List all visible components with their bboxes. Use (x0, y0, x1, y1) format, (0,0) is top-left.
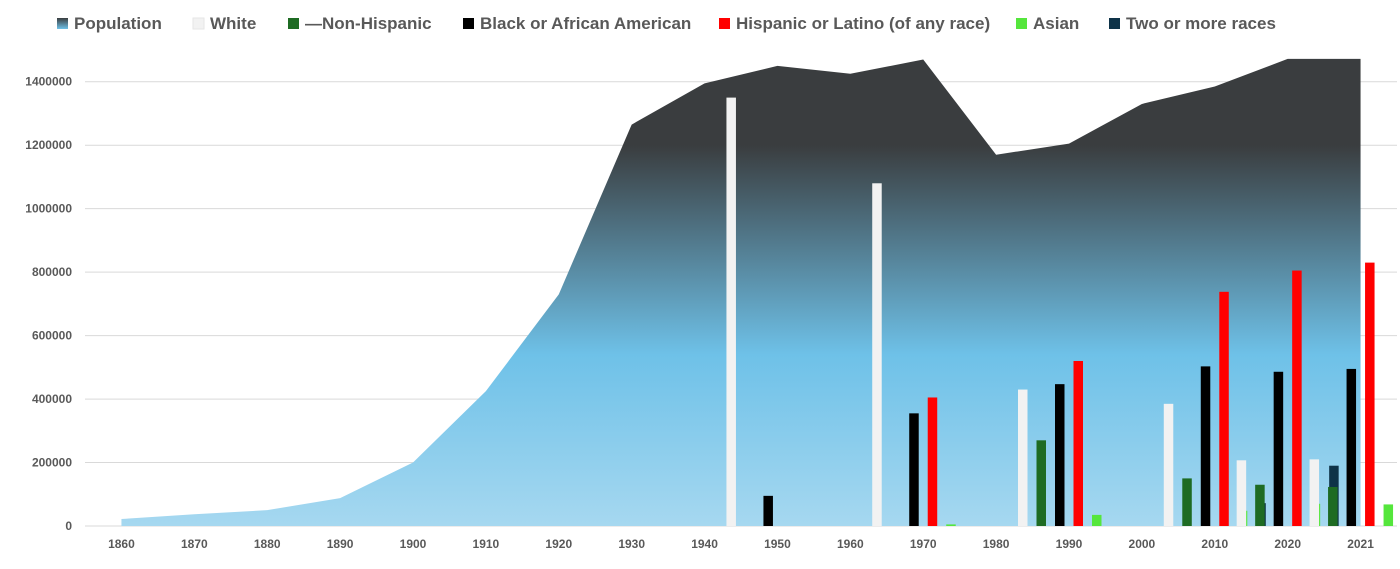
bar-black-or-african-american-1970 (909, 413, 919, 526)
legend-item: Black or African American (463, 14, 691, 33)
legend-item: White (192, 14, 256, 33)
x-tick-label: 1930 (618, 537, 645, 551)
bar-black-or-african-american-1950 (763, 495, 773, 526)
legend-item: Hispanic or Latino (of any race) (719, 14, 990, 33)
legend-swatch (1109, 18, 1120, 29)
y-tick-label: 1200000 (25, 138, 72, 152)
legend-swatch (1016, 18, 1027, 29)
legend-label: Asian (1033, 14, 1079, 33)
bar-white-2020 (1236, 460, 1247, 526)
bar-non-hispanic-2010 (1182, 478, 1192, 526)
population-area (121, 58, 1361, 526)
y-tick-label: 800000 (32, 265, 72, 279)
x-tick-label: 2021 (1347, 537, 1374, 551)
bar-non-hispanic-2021 (1328, 486, 1338, 526)
x-tick-label: 1890 (327, 537, 354, 551)
x-tick-label: 2000 (1129, 537, 1156, 551)
bar-hispanic-or-latino-of-any-race-1990 (1073, 360, 1083, 526)
bar-black-or-african-american-1990 (1055, 384, 1065, 526)
bar-hispanic-or-latino-of-any-race-1970 (927, 397, 938, 526)
population-area-series (121, 58, 1361, 526)
x-tick-label: 1920 (545, 537, 572, 551)
x-tick-label: 1940 (691, 537, 718, 551)
x-tick-label: 2010 (1201, 537, 1228, 551)
bar-asian-1970 (946, 524, 956, 526)
legend-swatch (57, 18, 68, 29)
bar-black-or-african-american-2010 (1200, 366, 1211, 526)
legend-label: Black or African American (480, 14, 691, 33)
legend-label: Two or more races (1126, 14, 1276, 33)
bar-white-2021 (1309, 459, 1320, 526)
legend-swatch (192, 17, 205, 30)
x-tick-label: 1970 (910, 537, 937, 551)
legend-label: White (210, 14, 256, 33)
y-axis: 0 200000 400000 600000 800000 1000000 1200000 1… (25, 75, 72, 533)
bar-asian-2021 (1383, 504, 1394, 526)
bar-non-hispanic-2020 (1255, 484, 1265, 526)
x-tick-label: 1950 (764, 537, 791, 551)
legend-item: —Non-Hispanic (288, 14, 432, 33)
legend-label: Population (74, 14, 162, 33)
bar-hispanic-or-latino-of-any-race-2010 (1219, 291, 1229, 526)
x-tick-label: 2020 (1274, 537, 1301, 551)
bar-hispanic-or-latino-of-any-race-2021 (1365, 262, 1375, 526)
bar-white-1990 (1018, 389, 1028, 526)
y-tick-label: 400000 (32, 392, 72, 406)
bar-black-or-african-american-2020 (1273, 371, 1284, 526)
y-tick-label: 200000 (32, 456, 72, 470)
x-tick-label: 1990 (1056, 537, 1083, 551)
legend-swatch (288, 18, 299, 29)
legend-item: Asian (1016, 14, 1079, 33)
bar-white-1970 (872, 183, 882, 526)
bar-non-hispanic-1990 (1036, 440, 1046, 526)
x-tick-label: 1880 (254, 537, 281, 551)
legend: Population White —Non-Hispanic Black or Afr… (57, 14, 1276, 33)
x-tick-label: 1870 (181, 537, 208, 551)
y-tick-label: 1000000 (25, 202, 72, 216)
y-tick-label: 1400000 (25, 75, 72, 89)
legend-swatch (719, 18, 730, 29)
bar-asian-1990 (1092, 514, 1102, 526)
x-tick-label: 1860 (108, 537, 135, 551)
x-tick-label: 1900 (400, 537, 427, 551)
legend-label: —Non-Hispanic (305, 14, 432, 33)
bar-series-group (726, 97, 1394, 526)
bar-white-1950 (726, 97, 736, 526)
legend-item: Two or more races (1109, 14, 1276, 33)
x-axis: 1860 1870 1880 1890 1900 1910 1920 1930 1940 1950… (108, 537, 1374, 551)
x-tick-label: 1960 (837, 537, 864, 551)
y-tick-label: 0 (65, 519, 72, 533)
x-tick-label: 1910 (473, 537, 500, 551)
bar-white-2010 (1163, 403, 1174, 526)
bar-black-or-african-american-2021 (1346, 368, 1357, 526)
x-tick-label: 1980 (983, 537, 1010, 551)
legend-swatch (463, 18, 474, 29)
bar-hispanic-or-latino-of-any-race-2020 (1292, 270, 1302, 526)
y-tick-label: 600000 (32, 329, 72, 343)
legend-label: Hispanic or Latino (of any race) (736, 14, 990, 33)
legend-item: Population (57, 14, 162, 33)
